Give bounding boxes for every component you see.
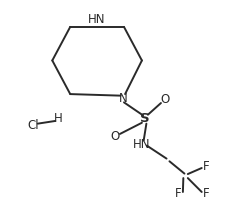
Text: F: F bbox=[202, 187, 209, 200]
Text: O: O bbox=[110, 130, 120, 143]
Text: HN: HN bbox=[133, 138, 151, 151]
Text: S: S bbox=[141, 112, 150, 125]
Text: Cl: Cl bbox=[27, 119, 39, 132]
Text: HN: HN bbox=[88, 13, 106, 26]
Text: N: N bbox=[119, 92, 127, 105]
Text: F: F bbox=[202, 160, 209, 173]
Text: F: F bbox=[175, 187, 181, 200]
Text: H: H bbox=[54, 112, 62, 125]
Text: O: O bbox=[160, 93, 170, 106]
